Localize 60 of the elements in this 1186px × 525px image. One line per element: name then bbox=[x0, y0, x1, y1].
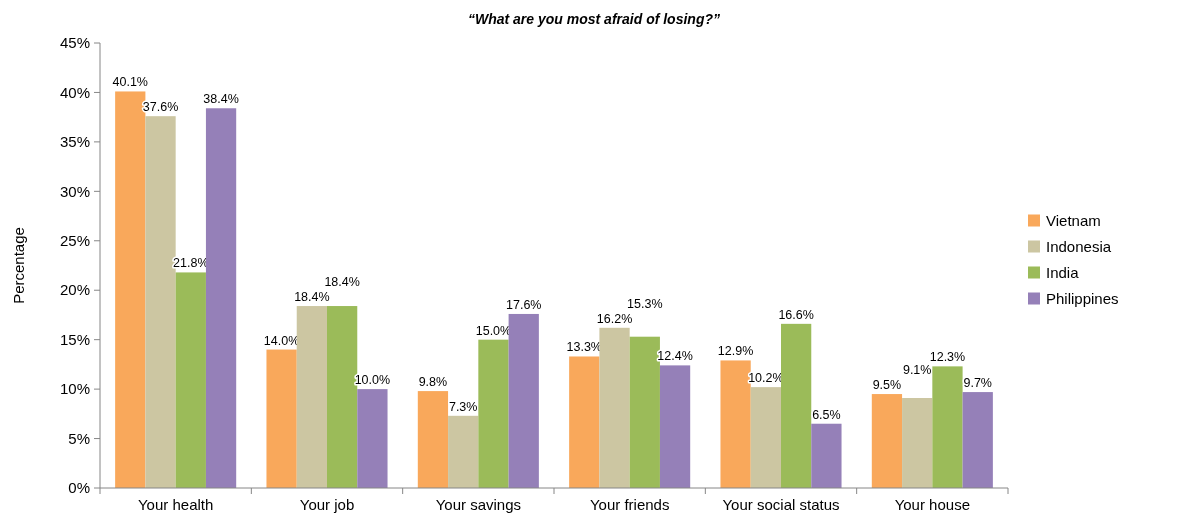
y-tick-label: 20% bbox=[59, 281, 90, 299]
bar bbox=[478, 339, 509, 488]
bar bbox=[629, 336, 660, 488]
data-label: 15.0% bbox=[475, 323, 512, 338]
legend-label: India bbox=[1046, 263, 1080, 281]
data-label: 12.9% bbox=[717, 344, 754, 359]
data-label: 12.3% bbox=[929, 350, 966, 365]
bar bbox=[750, 387, 781, 488]
y-tick-label: 35% bbox=[59, 133, 90, 151]
legend-label: Vietnam bbox=[1046, 211, 1101, 229]
data-label: 16.6% bbox=[778, 307, 814, 322]
x-tick-label: Your friends bbox=[589, 496, 670, 513]
data-label: 38.4% bbox=[203, 92, 239, 107]
data-label: 18.4% bbox=[294, 290, 330, 305]
y-tick-label: 10% bbox=[59, 380, 90, 398]
y-tick-label: 40% bbox=[59, 83, 90, 101]
x-tick-label: Your savings bbox=[435, 496, 522, 513]
y-tick-label: 25% bbox=[59, 232, 90, 250]
bar bbox=[902, 398, 933, 488]
bar bbox=[962, 392, 993, 488]
bar bbox=[448, 415, 479, 488]
data-label: 9.5% bbox=[872, 378, 902, 393]
data-label: 9.1% bbox=[902, 363, 932, 378]
bar bbox=[296, 306, 327, 488]
bar bbox=[781, 323, 812, 488]
legend-label: Indonesia bbox=[1046, 237, 1112, 255]
y-axis-title: Percentage bbox=[10, 227, 27, 304]
x-tick-label: Your job bbox=[299, 496, 355, 513]
bar bbox=[871, 394, 903, 488]
data-label: 9.7% bbox=[963, 376, 992, 391]
bar bbox=[659, 365, 691, 488]
bar bbox=[720, 360, 751, 488]
data-label: 6.5% bbox=[812, 407, 841, 422]
data-label: 7.3% bbox=[448, 399, 478, 414]
y-tick-label: 15% bbox=[59, 330, 90, 348]
data-label: 9.8% bbox=[418, 375, 448, 390]
bar bbox=[175, 272, 206, 488]
data-label: 17.6% bbox=[506, 297, 542, 312]
bar bbox=[417, 391, 449, 488]
legend-label: Philippines bbox=[1046, 289, 1119, 307]
bar bbox=[205, 108, 237, 488]
x-tick-label: Your health bbox=[137, 496, 214, 513]
chart-title: “What are you most afraid of losing?” bbox=[467, 11, 721, 27]
y-tick-label: 45% bbox=[59, 34, 90, 52]
bar bbox=[266, 349, 297, 488]
bar bbox=[599, 327, 630, 488]
y-tick-label: 5% bbox=[68, 429, 90, 447]
bar bbox=[811, 423, 842, 488]
x-tick-label: Your social status bbox=[722, 496, 840, 513]
data-label: 16.2% bbox=[596, 311, 633, 326]
data-label: 18.4% bbox=[324, 275, 360, 290]
data-label: 15.3% bbox=[627, 296, 663, 311]
bar bbox=[508, 313, 539, 488]
bar bbox=[357, 389, 388, 488]
y-tick-label: 30% bbox=[59, 182, 90, 200]
data-label: 40.1% bbox=[112, 75, 148, 90]
bar bbox=[569, 356, 600, 488]
y-tick-label: 0% bbox=[68, 479, 90, 497]
bar bbox=[932, 366, 963, 488]
x-tick-label: Your house bbox=[894, 496, 971, 513]
